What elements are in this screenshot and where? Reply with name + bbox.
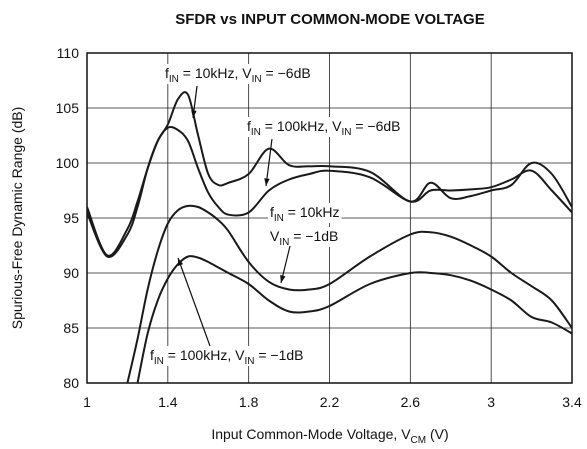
annotation-bg — [148, 346, 306, 366]
text-run: = −1dB — [289, 228, 338, 244]
annotation-bg — [268, 227, 341, 247]
subscript: CM — [411, 435, 427, 446]
annotation: fIN = 100kHz, VIN = −6dB — [247, 118, 400, 138]
y-tick-label: 110 — [57, 45, 80, 61]
annotation: fIN = 10kHz — [270, 204, 340, 224]
text-run: f — [247, 118, 251, 134]
series-line — [136, 255, 572, 383]
arrow-head — [280, 275, 286, 283]
x-tick-label: 3 — [487, 394, 495, 410]
annotation-pointer — [177, 257, 211, 347]
x-tick-label: 1.4 — [158, 394, 178, 410]
annotation-bg — [245, 117, 403, 137]
annotation-bg — [163, 64, 313, 84]
text-run: = 10kHz — [284, 204, 340, 220]
arrow-head — [191, 110, 197, 118]
text-run: Input Common-Mode Voltage, V — [211, 426, 411, 442]
text-run: f — [150, 347, 154, 363]
arrow-head — [177, 258, 184, 266]
subscript: IN — [341, 127, 351, 138]
x-axis-label: Input Common-Mode Voltage, VCM (V) — [211, 426, 448, 446]
text-run: = 10kHz, V — [179, 65, 252, 81]
text-run: = 100kHz, V — [261, 118, 342, 134]
y-tick-label: 80 — [63, 375, 79, 391]
y-tick-label: 85 — [63, 320, 79, 336]
x-tick-label: 1.8 — [239, 394, 259, 410]
text-run: = −1dB — [254, 347, 303, 363]
annotation: fIN = 10kHz, VIN = −6dB — [165, 65, 311, 85]
x-tick-label: 1 — [83, 394, 91, 410]
annotation-pointer — [265, 138, 273, 187]
text-run: = 100kHz, V — [164, 347, 245, 363]
text-run: = −6dB — [262, 65, 311, 81]
text-run: V — [270, 228, 280, 244]
arrow-head — [264, 178, 270, 186]
annotation: VIN = −1dB — [270, 228, 338, 248]
subscript: IN — [252, 74, 262, 85]
subscript: IN — [154, 356, 164, 367]
plot-frame — [86, 52, 573, 384]
annotation: fIN = 100kHz, VIN = −1dB — [150, 347, 303, 367]
text-run: f — [270, 204, 274, 220]
x-tick-label: 2.6 — [401, 394, 421, 410]
text-run: = −6dB — [351, 118, 400, 134]
subscript: IN — [251, 127, 261, 138]
text-run: (V) — [426, 426, 449, 442]
y-tick-label: 90 — [63, 265, 79, 281]
annotation-bg — [268, 203, 342, 223]
x-tick-label: 2.2 — [320, 394, 340, 410]
subscript: IN — [274, 213, 284, 224]
text-run: f — [165, 65, 169, 81]
subscript: IN — [279, 237, 289, 248]
y-tick-label: 95 — [63, 210, 79, 226]
y-tick-label: 100 — [56, 155, 80, 171]
y-tick-label: 105 — [56, 100, 80, 116]
x-tick-label: 3.4 — [562, 394, 582, 410]
series-line — [87, 126, 572, 258]
subscript: IN — [244, 356, 254, 367]
chart-title: SFDR vs INPUT COMMON-MODE VOLTAGE — [175, 11, 484, 28]
y-axis-label: Spurious-Free Dynamic Range (dB) — [9, 107, 25, 330]
subscript: IN — [169, 74, 179, 85]
series-line — [126, 204, 572, 383]
